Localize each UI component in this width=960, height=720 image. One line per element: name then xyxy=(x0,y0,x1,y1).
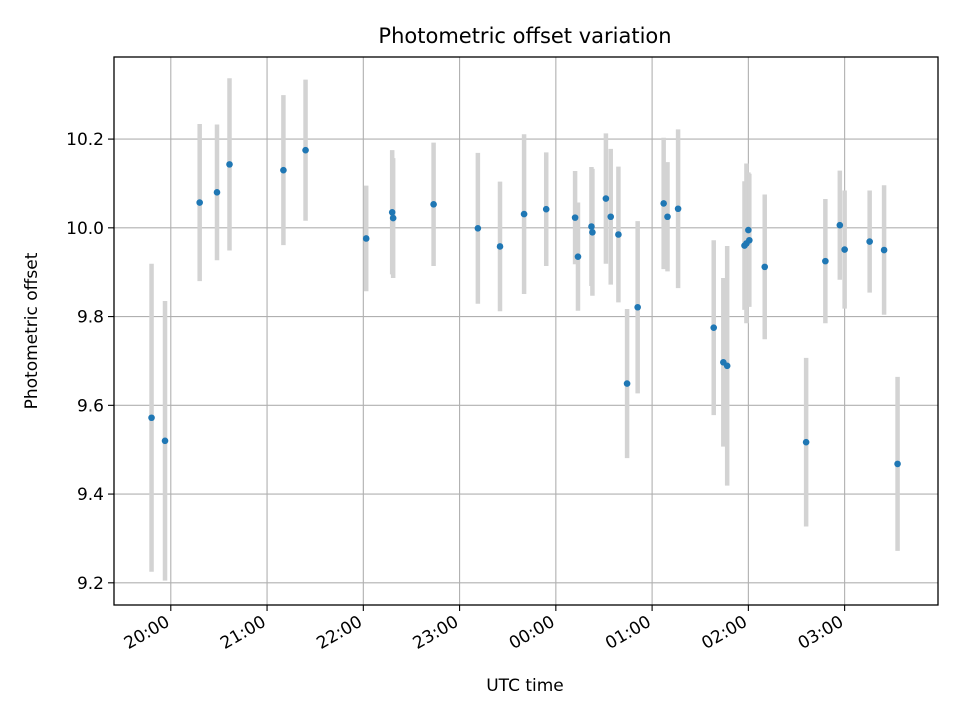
data-point xyxy=(474,224,482,232)
grid-lines xyxy=(114,57,938,605)
y-tick-label: 10.0 xyxy=(66,219,104,239)
data-points xyxy=(148,146,901,468)
data-point xyxy=(362,235,370,242)
data-point xyxy=(280,166,287,174)
data-point xyxy=(880,246,888,254)
data-point xyxy=(710,324,718,331)
data-point xyxy=(389,214,397,222)
data-point xyxy=(674,205,682,213)
data-point xyxy=(574,253,582,260)
data-point xyxy=(388,209,396,216)
data-point xyxy=(588,223,595,230)
data-point xyxy=(161,437,169,445)
data-point xyxy=(866,238,873,245)
data-point xyxy=(822,257,829,265)
data-point xyxy=(634,303,641,311)
data-point xyxy=(660,200,667,207)
data-point xyxy=(589,228,596,236)
y-axis-ticks: 9.2 9.4 9.6 9.8 10.0 10.2 xyxy=(66,130,114,594)
data-point xyxy=(841,246,848,253)
y-tick-label: 9.8 xyxy=(77,308,104,328)
y-axis-title: Photometric offset xyxy=(22,252,42,409)
plot-frame xyxy=(113,56,939,606)
y-tick-label: 9.4 xyxy=(77,485,104,505)
data-point xyxy=(615,231,622,238)
data-point xyxy=(226,161,233,168)
chart-title: Photometric offset variation xyxy=(378,24,671,48)
data-point xyxy=(602,195,610,202)
data-point xyxy=(496,243,504,250)
data-point xyxy=(802,438,810,446)
data-point xyxy=(836,221,844,229)
data-point xyxy=(571,214,579,221)
data-point xyxy=(723,362,731,370)
data-point xyxy=(746,236,753,244)
data-point xyxy=(430,201,437,208)
data-point xyxy=(623,380,631,387)
data-point xyxy=(745,226,752,234)
data-point xyxy=(196,199,203,206)
data-point xyxy=(542,205,550,213)
data-point xyxy=(302,146,309,154)
y-tick-label: 10.2 xyxy=(66,130,104,150)
x-axis-title: UTC time xyxy=(486,676,564,696)
data-point xyxy=(761,263,769,271)
data-point xyxy=(664,213,671,221)
y-tick-label: 9.2 xyxy=(77,574,104,594)
y-tick-label: 9.6 xyxy=(77,396,104,416)
data-point xyxy=(213,189,221,196)
data-point xyxy=(607,213,615,221)
data-point xyxy=(894,460,901,468)
data-point xyxy=(520,210,528,218)
data-point xyxy=(148,414,155,422)
